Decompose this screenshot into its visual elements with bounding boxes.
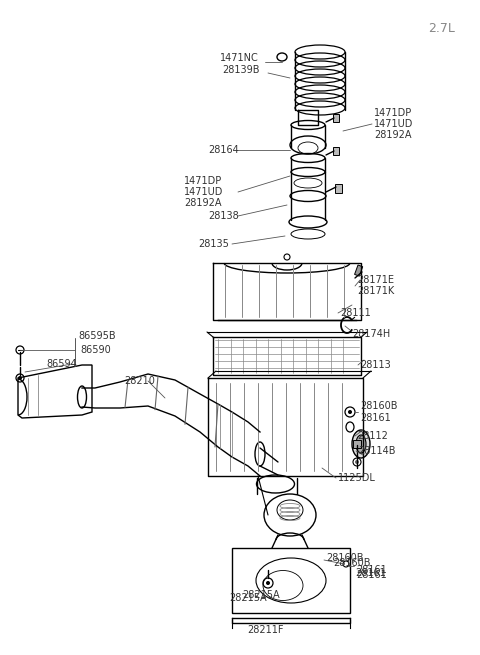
Text: 28171E: 28171E: [357, 275, 394, 285]
Text: 1471NC: 1471NC: [220, 53, 259, 63]
Text: 28192A: 28192A: [374, 130, 411, 140]
Text: 28160B: 28160B: [360, 401, 397, 411]
Text: 28192A: 28192A: [184, 198, 221, 208]
Circle shape: [18, 376, 22, 380]
Ellipse shape: [356, 435, 366, 453]
Text: 28171K: 28171K: [357, 286, 394, 296]
Text: 1471DP: 1471DP: [374, 108, 412, 118]
Circle shape: [355, 460, 359, 464]
Text: 28161: 28161: [355, 568, 386, 578]
Text: 28160B: 28160B: [333, 558, 371, 568]
Text: 28215A: 28215A: [229, 593, 267, 603]
Text: 28111: 28111: [340, 308, 371, 318]
Bar: [353, 440, 361, 448]
Text: 28138: 28138: [208, 211, 239, 221]
Text: 1125DL: 1125DL: [338, 473, 376, 483]
Text: 28210: 28210: [124, 376, 155, 386]
Bar: [333, 114, 339, 122]
Text: 28112: 28112: [357, 431, 388, 441]
Text: 86594: 86594: [46, 359, 77, 369]
Bar: [335, 184, 342, 193]
Text: 1471DP: 1471DP: [184, 176, 222, 186]
Bar: [355, 265, 363, 276]
Text: 86590: 86590: [80, 345, 111, 355]
Text: 28135: 28135: [198, 239, 229, 249]
Text: 28161: 28161: [356, 565, 387, 575]
Text: 28160B: 28160B: [326, 553, 363, 563]
Text: 2.7L: 2.7L: [428, 22, 455, 35]
Text: 1471UD: 1471UD: [184, 187, 223, 197]
Text: 28161: 28161: [356, 570, 387, 580]
Text: 28114B: 28114B: [358, 446, 396, 456]
Text: 28174H: 28174H: [352, 329, 390, 339]
Circle shape: [348, 410, 352, 414]
Text: 28161: 28161: [360, 413, 391, 423]
Text: 28211F: 28211F: [247, 625, 283, 635]
Ellipse shape: [352, 430, 370, 458]
Text: 28139B: 28139B: [222, 65, 260, 75]
Circle shape: [266, 581, 270, 585]
Text: 28113: 28113: [360, 360, 391, 370]
Text: 28164: 28164: [208, 145, 239, 155]
Bar: [333, 147, 339, 155]
Text: 1471UD: 1471UD: [374, 119, 413, 129]
Text: 28215A: 28215A: [242, 590, 280, 600]
Text: 86595B: 86595B: [78, 331, 116, 341]
